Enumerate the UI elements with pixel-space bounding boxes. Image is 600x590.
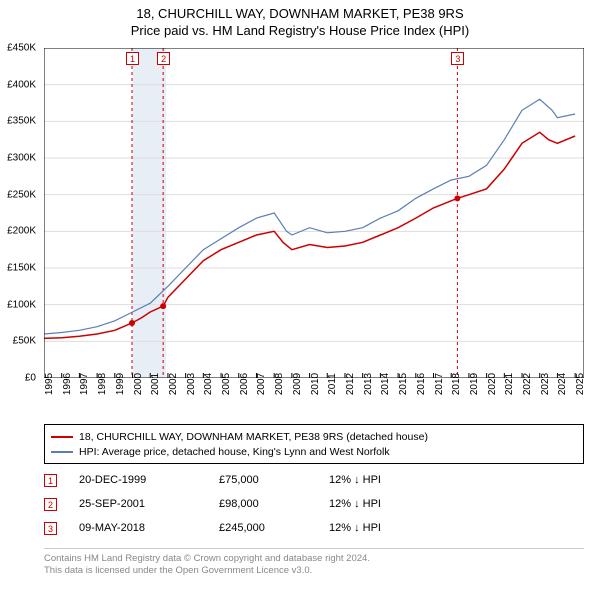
down-arrow-icon: ↓ <box>354 498 360 510</box>
y-tick-label: £250K <box>7 189 36 200</box>
y-tick-label: £200K <box>7 226 36 237</box>
chart-title: 18, CHURCHILL WAY, DOWNHAM MARKET, PE38 … <box>0 0 600 40</box>
chart-svg <box>44 48 584 378</box>
event-marker-3: 3 <box>451 52 464 65</box>
event-date: 09-MAY-2018 <box>79 522 219 534</box>
x-tick-label: 2014 <box>380 373 391 395</box>
event-num-box: 2 <box>44 498 57 511</box>
event-date: 25-SEP-2001 <box>79 498 219 510</box>
event-row: 2 25-SEP-2001£98,00012% ↓ HPI <box>44 492 584 516</box>
x-tick-label: 2021 <box>504 373 515 395</box>
x-tick-label: 2025 <box>575 373 586 395</box>
title-line-2: Price paid vs. HM Land Registry's House … <box>0 23 600 40</box>
footer-attribution: Contains HM Land Registry data © Crown c… <box>44 548 584 578</box>
x-tick-label: 2008 <box>274 373 285 395</box>
x-tick-label: 2017 <box>434 373 445 395</box>
x-tick-label: 2000 <box>133 373 144 395</box>
x-tick-label: 2006 <box>239 373 250 395</box>
legend-swatch <box>51 451 73 453</box>
legend-label: HPI: Average price, detached house, King… <box>79 446 390 458</box>
event-row: 1 20-DEC-1999£75,00012% ↓ HPI <box>44 468 584 492</box>
x-tick-label: 2011 <box>327 373 338 395</box>
legend: 18, CHURCHILL WAY, DOWNHAM MARKET, PE38 … <box>44 424 584 464</box>
y-tick-label: £100K <box>7 299 36 310</box>
x-tick-label: 2009 <box>292 373 303 395</box>
event-date: 20-DEC-1999 <box>79 474 219 486</box>
y-tick-label: £350K <box>7 116 36 127</box>
x-tick-label: 2001 <box>150 373 161 395</box>
event-price: £245,000 <box>219 522 329 534</box>
title-line-1: 18, CHURCHILL WAY, DOWNHAM MARKET, PE38 … <box>0 6 600 23</box>
event-pct: 12% ↓ HPI <box>329 474 449 486</box>
y-axis: £0£50K£100K£150K£200K£250K£300K£350K£400… <box>0 48 40 378</box>
event-marker-2: 2 <box>157 52 170 65</box>
x-tick-label: 2005 <box>221 373 232 395</box>
legend-swatch <box>51 436 73 438</box>
x-tick-label: 2022 <box>522 373 533 395</box>
event-pct: 12% ↓ HPI <box>329 522 449 534</box>
y-tick-label: £300K <box>7 153 36 164</box>
y-tick-label: £0 <box>25 373 36 384</box>
x-tick-label: 2003 <box>186 373 197 395</box>
down-arrow-icon: ↓ <box>354 522 360 534</box>
x-tick-label: 2024 <box>557 373 568 395</box>
event-row: 3 09-MAY-2018£245,00012% ↓ HPI <box>44 516 584 540</box>
footer-line-2: This data is licensed under the Open Gov… <box>44 565 584 577</box>
x-tick-label: 2012 <box>345 373 356 395</box>
down-arrow-icon: ↓ <box>354 474 360 486</box>
x-tick-label: 2004 <box>203 373 214 395</box>
event-marker-1: 1 <box>126 52 139 65</box>
y-tick-label: £400K <box>7 79 36 90</box>
event-num-box: 1 <box>44 474 57 487</box>
event-pct: 12% ↓ HPI <box>329 498 449 510</box>
event-price: £98,000 <box>219 498 329 510</box>
x-tick-label: 1998 <box>97 373 108 395</box>
x-tick-label: 2010 <box>310 373 321 395</box>
legend-label: 18, CHURCHILL WAY, DOWNHAM MARKET, PE38 … <box>79 431 428 443</box>
x-tick-label: 2018 <box>451 373 462 395</box>
x-tick-label: 2007 <box>256 373 267 395</box>
events-table: 120-DEC-1999£75,00012% ↓ HPI225-SEP-2001… <box>44 468 584 540</box>
x-tick-label: 2016 <box>416 373 427 395</box>
x-tick-label: 2015 <box>398 373 409 395</box>
x-tick-label: 2020 <box>487 373 498 395</box>
x-tick-label: 2023 <box>540 373 551 395</box>
y-tick-label: £450K <box>7 43 36 54</box>
y-tick-label: £150K <box>7 263 36 274</box>
legend-item: HPI: Average price, detached house, King… <box>51 444 577 459</box>
event-num-box: 3 <box>44 522 57 535</box>
x-tick-label: 2019 <box>469 373 480 395</box>
x-tick-label: 1997 <box>79 373 90 395</box>
event-price: £75,000 <box>219 474 329 486</box>
x-tick-label: 2013 <box>363 373 374 395</box>
footer-line-1: Contains HM Land Registry data © Crown c… <box>44 553 584 565</box>
chart-plot-area: 1 2 3 <box>44 48 584 378</box>
x-tick-label: 1995 <box>44 373 55 395</box>
x-tick-label: 1999 <box>115 373 126 395</box>
x-tick-label: 1996 <box>62 373 73 395</box>
x-tick-label: 2002 <box>168 373 179 395</box>
x-axis: 1995199619971998199920002001200220032004… <box>44 380 584 420</box>
legend-item: 18, CHURCHILL WAY, DOWNHAM MARKET, PE38 … <box>51 429 577 444</box>
y-tick-label: £50K <box>13 336 36 347</box>
